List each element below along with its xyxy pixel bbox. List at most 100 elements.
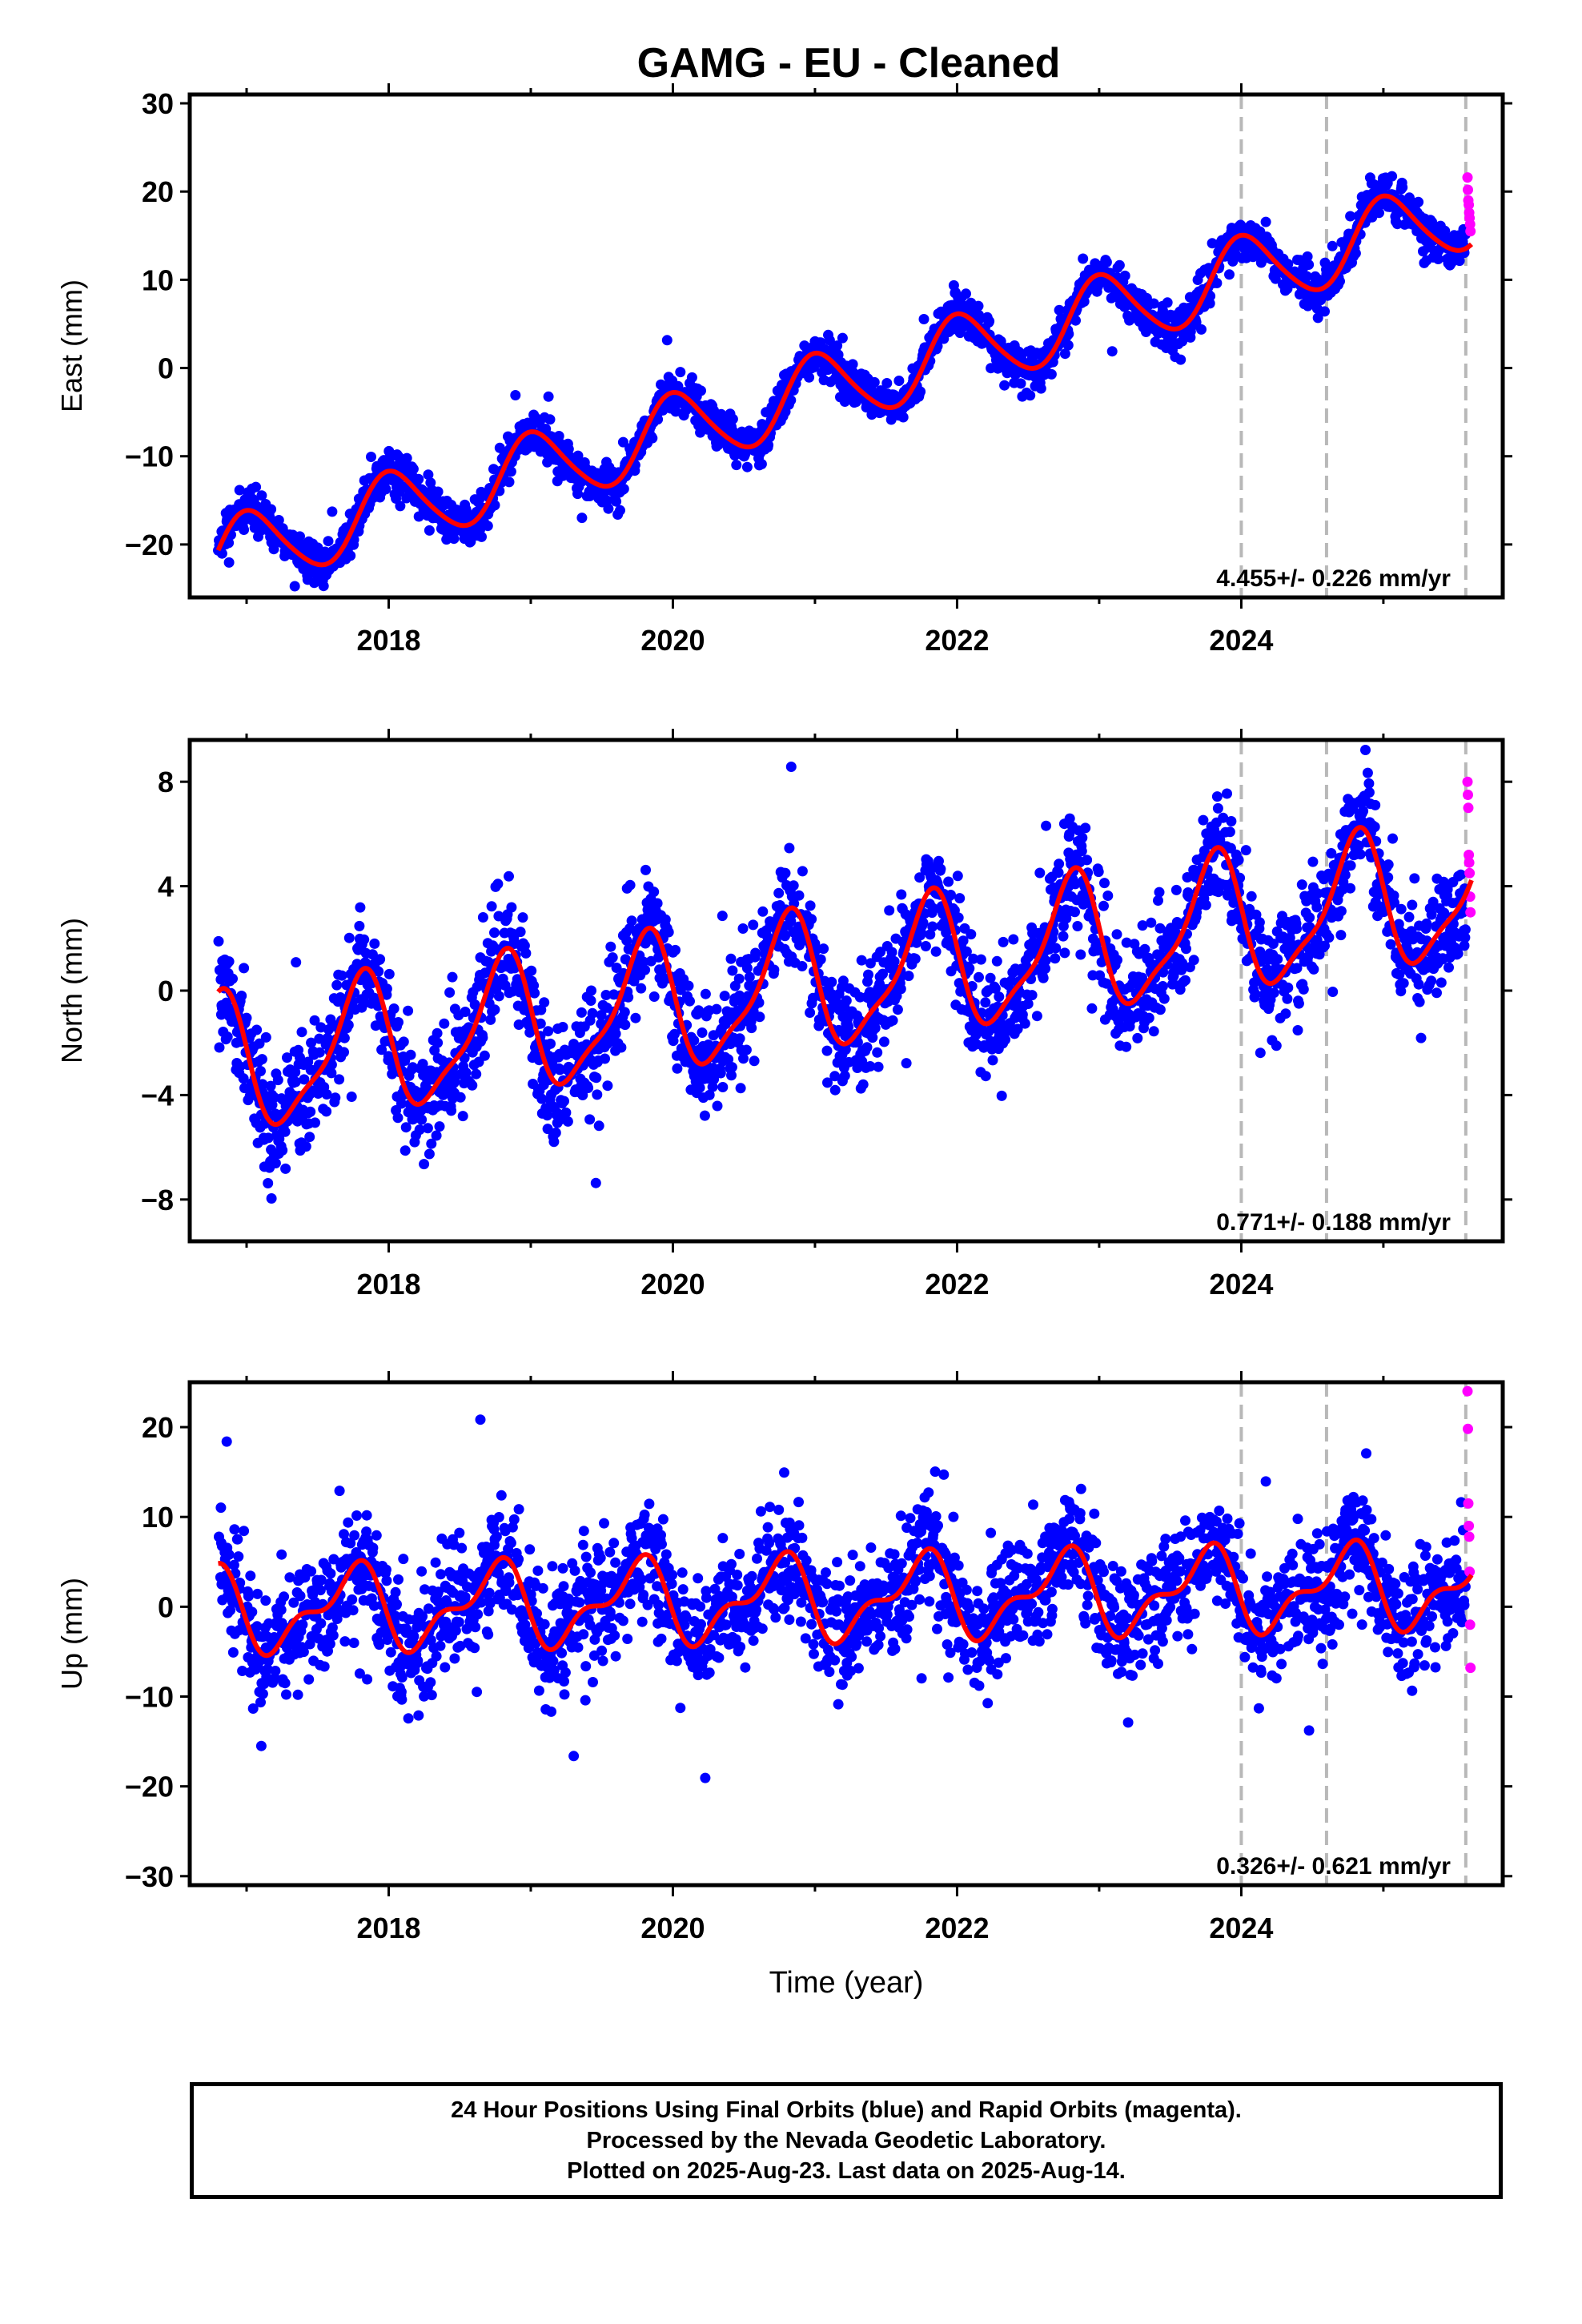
data-point [439, 1018, 450, 1029]
data-point [686, 372, 697, 383]
data-point [841, 995, 852, 1006]
data-point [1370, 799, 1381, 810]
data-point [741, 963, 753, 974]
data-point [330, 1092, 341, 1104]
data-point [1063, 328, 1074, 340]
data-point [234, 485, 245, 496]
data-point [901, 1058, 912, 1069]
east-plot-frame [187, 92, 1505, 600]
data-point [887, 1015, 898, 1026]
data-point [1148, 298, 1159, 309]
data-point [460, 1007, 471, 1017]
data-point [1132, 1032, 1143, 1043]
data-point [476, 531, 487, 542]
data-point [460, 1067, 472, 1078]
data-point [837, 975, 849, 987]
data-point [973, 300, 984, 312]
data-point [1459, 940, 1470, 951]
data-point [1101, 256, 1112, 267]
data-point [309, 1015, 320, 1026]
data-point [893, 376, 905, 386]
data-point [1154, 887, 1165, 898]
data-point [793, 890, 805, 901]
data-point [1112, 955, 1122, 966]
data-point [1224, 826, 1235, 838]
data-point [583, 1083, 594, 1093]
data-point [504, 870, 514, 882]
data-point [1224, 269, 1235, 280]
x-tick-label: 2018 [356, 1268, 420, 1301]
data-point [1076, 846, 1087, 857]
data-point [1301, 271, 1312, 282]
data-point [1291, 923, 1302, 935]
data-point [1327, 240, 1338, 251]
data-point [1054, 304, 1065, 316]
data-point [1119, 270, 1130, 281]
data-point [239, 1526, 250, 1537]
data-point [505, 466, 516, 477]
data-point [477, 912, 488, 923]
data-point [299, 1074, 310, 1085]
data-point [1182, 872, 1193, 883]
data-point [693, 1005, 705, 1016]
data-point [1121, 937, 1132, 948]
y-tick-label: −8 [141, 1184, 174, 1216]
data-point [856, 955, 867, 966]
north-model-fit-line [216, 825, 1474, 1128]
data-point [266, 1193, 277, 1204]
data-point [1443, 962, 1454, 973]
data-point [636, 983, 647, 994]
data-point [865, 958, 876, 969]
data-point [946, 890, 956, 900]
data-point [839, 1070, 850, 1081]
data-point [416, 1114, 428, 1125]
x-tick-label: 2020 [640, 624, 705, 657]
data-point [1183, 891, 1195, 903]
data-point [1059, 947, 1070, 959]
data-point [290, 1067, 301, 1078]
data-point [935, 863, 946, 875]
data-point [1222, 788, 1232, 799]
data-point [1345, 211, 1356, 222]
data-point [260, 1031, 271, 1043]
data-point [822, 1077, 833, 1088]
data-point [638, 956, 649, 967]
data-point [780, 931, 790, 942]
data-point [1360, 745, 1371, 755]
data-point [354, 920, 365, 931]
data-point [432, 1037, 444, 1048]
data-point [1040, 955, 1051, 966]
data-point [689, 1035, 700, 1046]
data-point [1268, 987, 1279, 999]
data-point [346, 1092, 357, 1102]
data-point [1050, 953, 1061, 964]
data-point [784, 842, 795, 854]
data-point [915, 386, 926, 397]
data-point [1432, 254, 1443, 264]
y-tick-label: 10 [142, 263, 174, 296]
data-point [738, 1053, 749, 1064]
data-point [920, 941, 931, 951]
data-point [1282, 993, 1293, 1004]
data-point [339, 1047, 349, 1058]
data-point [648, 991, 660, 1002]
up-final-orbit-points [214, 1414, 1471, 1783]
data-point [1204, 298, 1215, 309]
data-point [1426, 975, 1437, 987]
data-point [238, 1073, 249, 1084]
data-point [1439, 907, 1450, 919]
data-point [832, 340, 843, 352]
data-point [1267, 939, 1279, 949]
data-point [355, 902, 366, 913]
data-point [1139, 943, 1150, 955]
rapid-point [1462, 172, 1473, 183]
data-point [873, 1061, 884, 1072]
data-point [1385, 939, 1396, 950]
data-point [1335, 906, 1347, 917]
data-point [1272, 954, 1283, 965]
data-point [1212, 802, 1223, 814]
data-point [737, 923, 749, 934]
data-point [543, 1026, 554, 1037]
data-point [1111, 929, 1122, 940]
data-point [623, 991, 634, 1003]
